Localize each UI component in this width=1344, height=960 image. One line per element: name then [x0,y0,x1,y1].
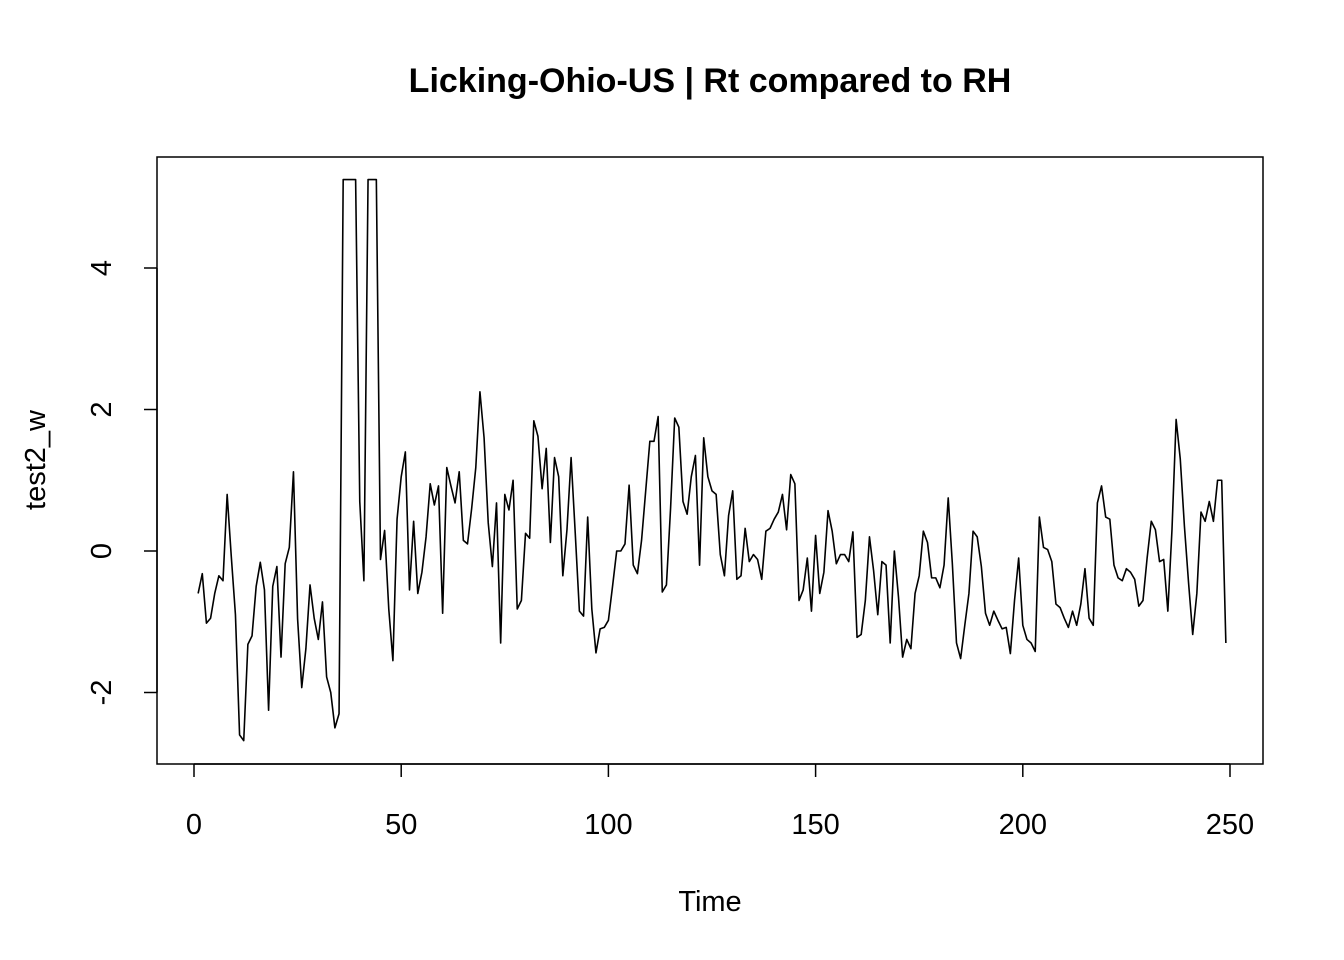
y-tick-label: 4 [86,260,118,276]
y-axis-label: test2_w [20,409,52,510]
y-tick-label: 0 [86,543,118,559]
x-axis: 0 50 100 150 200 250 [186,763,1254,841]
x-tick-label: 100 [584,809,632,841]
x-tick-label: 150 [791,809,839,841]
x-tick-label: 250 [1206,809,1254,841]
x-tick-label: 200 [999,809,1047,841]
chart-title: Licking-Ohio-US | Rt compared to RH [409,62,1012,100]
x-tick-label: 0 [186,809,202,841]
series-line [197,178,1227,742]
x-axis-label: Time [678,886,741,918]
y-tick-label: -2 [86,680,118,706]
y-tick-label: 2 [86,401,118,417]
plot-frame [156,156,1264,765]
y-axis: -2 0 2 4 [86,260,158,706]
x-tick-label: 50 [385,809,417,841]
